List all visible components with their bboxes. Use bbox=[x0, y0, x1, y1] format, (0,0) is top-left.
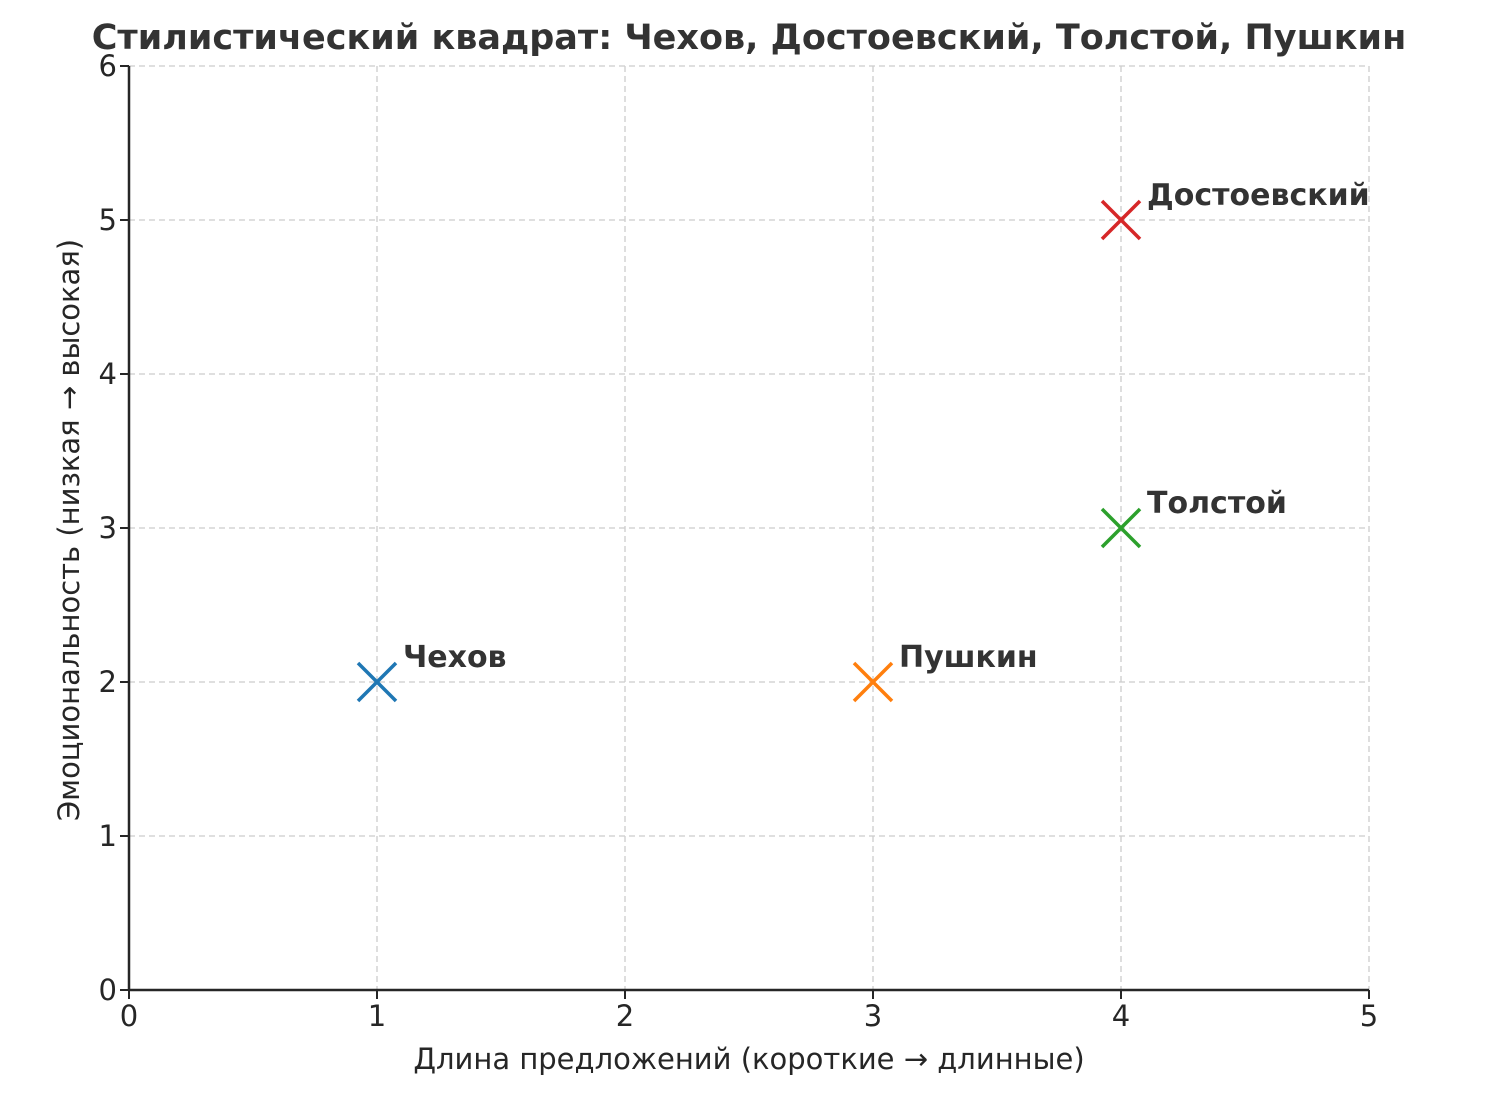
data-point-marker-x-icon bbox=[852, 661, 894, 703]
x-axis-label: Длина предложений (короткие → длинные) bbox=[413, 1042, 1084, 1076]
data-point-marker-x-icon bbox=[1100, 199, 1142, 241]
x-tick-label: 2 bbox=[616, 999, 634, 1033]
x-tick-label: 4 bbox=[1112, 999, 1130, 1033]
point-label: Чехов bbox=[403, 640, 507, 675]
x-tick-label: 1 bbox=[368, 999, 386, 1033]
y-axis-label: Эмоциональность (низкая → высокая) bbox=[52, 239, 86, 821]
data-points: Чехов Достоевский Толстой Пушкин bbox=[356, 178, 1370, 703]
point-label: Толстой bbox=[1147, 486, 1287, 521]
x-tick-label: 3 bbox=[864, 999, 882, 1033]
x-tick-label: 5 bbox=[1360, 999, 1378, 1033]
x-axis-ticks: 0 1 2 3 4 5 bbox=[120, 990, 1378, 1033]
point-label: Достоевский bbox=[1147, 178, 1370, 213]
point-label: Пушкин bbox=[899, 640, 1038, 675]
grid-lines bbox=[129, 65, 1370, 990]
x-tick-label: 0 bbox=[120, 999, 138, 1033]
y-tick-label: 6 bbox=[99, 49, 117, 83]
y-tick-label: 0 bbox=[99, 973, 117, 1007]
chart-title: Стилистический квадрат: Чехов, Достоевск… bbox=[92, 18, 1407, 58]
data-point-marker-x-icon bbox=[356, 661, 398, 703]
y-tick-label: 4 bbox=[99, 357, 117, 391]
y-axis-ticks: 0 1 2 3 4 5 6 bbox=[99, 49, 129, 1007]
y-tick-label: 5 bbox=[99, 203, 117, 237]
y-tick-label: 2 bbox=[99, 665, 117, 699]
y-tick-label: 1 bbox=[99, 819, 117, 853]
y-tick-label: 3 bbox=[99, 511, 117, 545]
data-point-marker-x-icon bbox=[1100, 507, 1142, 549]
